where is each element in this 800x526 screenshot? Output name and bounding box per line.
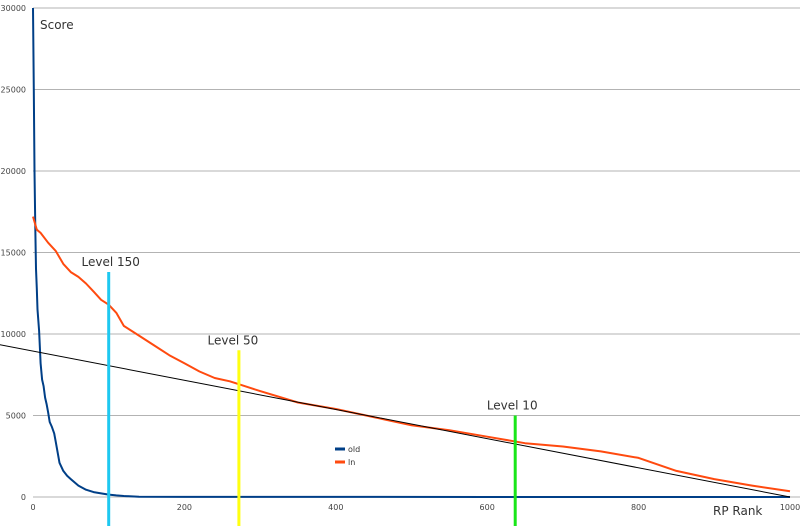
x-tick-label: 800 <box>631 503 646 512</box>
legend: old ln <box>335 445 360 467</box>
level-marker-label: Level 50 <box>208 333 259 347</box>
y-tick-label: 25000 <box>1 86 26 95</box>
y-tick-label: 15000 <box>1 249 26 258</box>
y-tick-label: 5000 <box>6 412 26 421</box>
y-tick-label: 30000 <box>1 4 26 13</box>
series-line-old <box>32 7 790 498</box>
series-line-trend <box>0 344 791 498</box>
x-tick-label: 0 <box>30 503 35 512</box>
legend-label: old <box>348 445 360 454</box>
level-marker-label: Level 150 <box>81 255 139 269</box>
series-line-ln <box>32 216 791 493</box>
y-tick-label: 20000 <box>1 167 26 176</box>
y-axis-ticks: 0 5000 10000 15000 20000 25000 30000 <box>1 4 26 502</box>
legend-label: ln <box>348 458 355 467</box>
gridlines <box>33 7 800 498</box>
y-tick-label: 0 <box>21 493 26 502</box>
x-tick-label: 400 <box>328 503 343 512</box>
x-tick-label: 200 <box>177 503 192 512</box>
y-tick-label: 10000 <box>1 330 26 339</box>
x-tick-label: 1000 <box>780 503 800 512</box>
series-layer <box>0 7 791 498</box>
level-markers: Level 150 Level 50 Level 10 <box>81 255 538 526</box>
x-axis-ticks: 0 200 400 600 800 1000 <box>30 503 800 512</box>
y-axis-title: Score <box>40 18 74 32</box>
x-axis-title: RP Rank <box>713 504 762 518</box>
level-marker-label: Level 10 <box>487 399 538 413</box>
x-tick-label: 600 <box>480 503 495 512</box>
